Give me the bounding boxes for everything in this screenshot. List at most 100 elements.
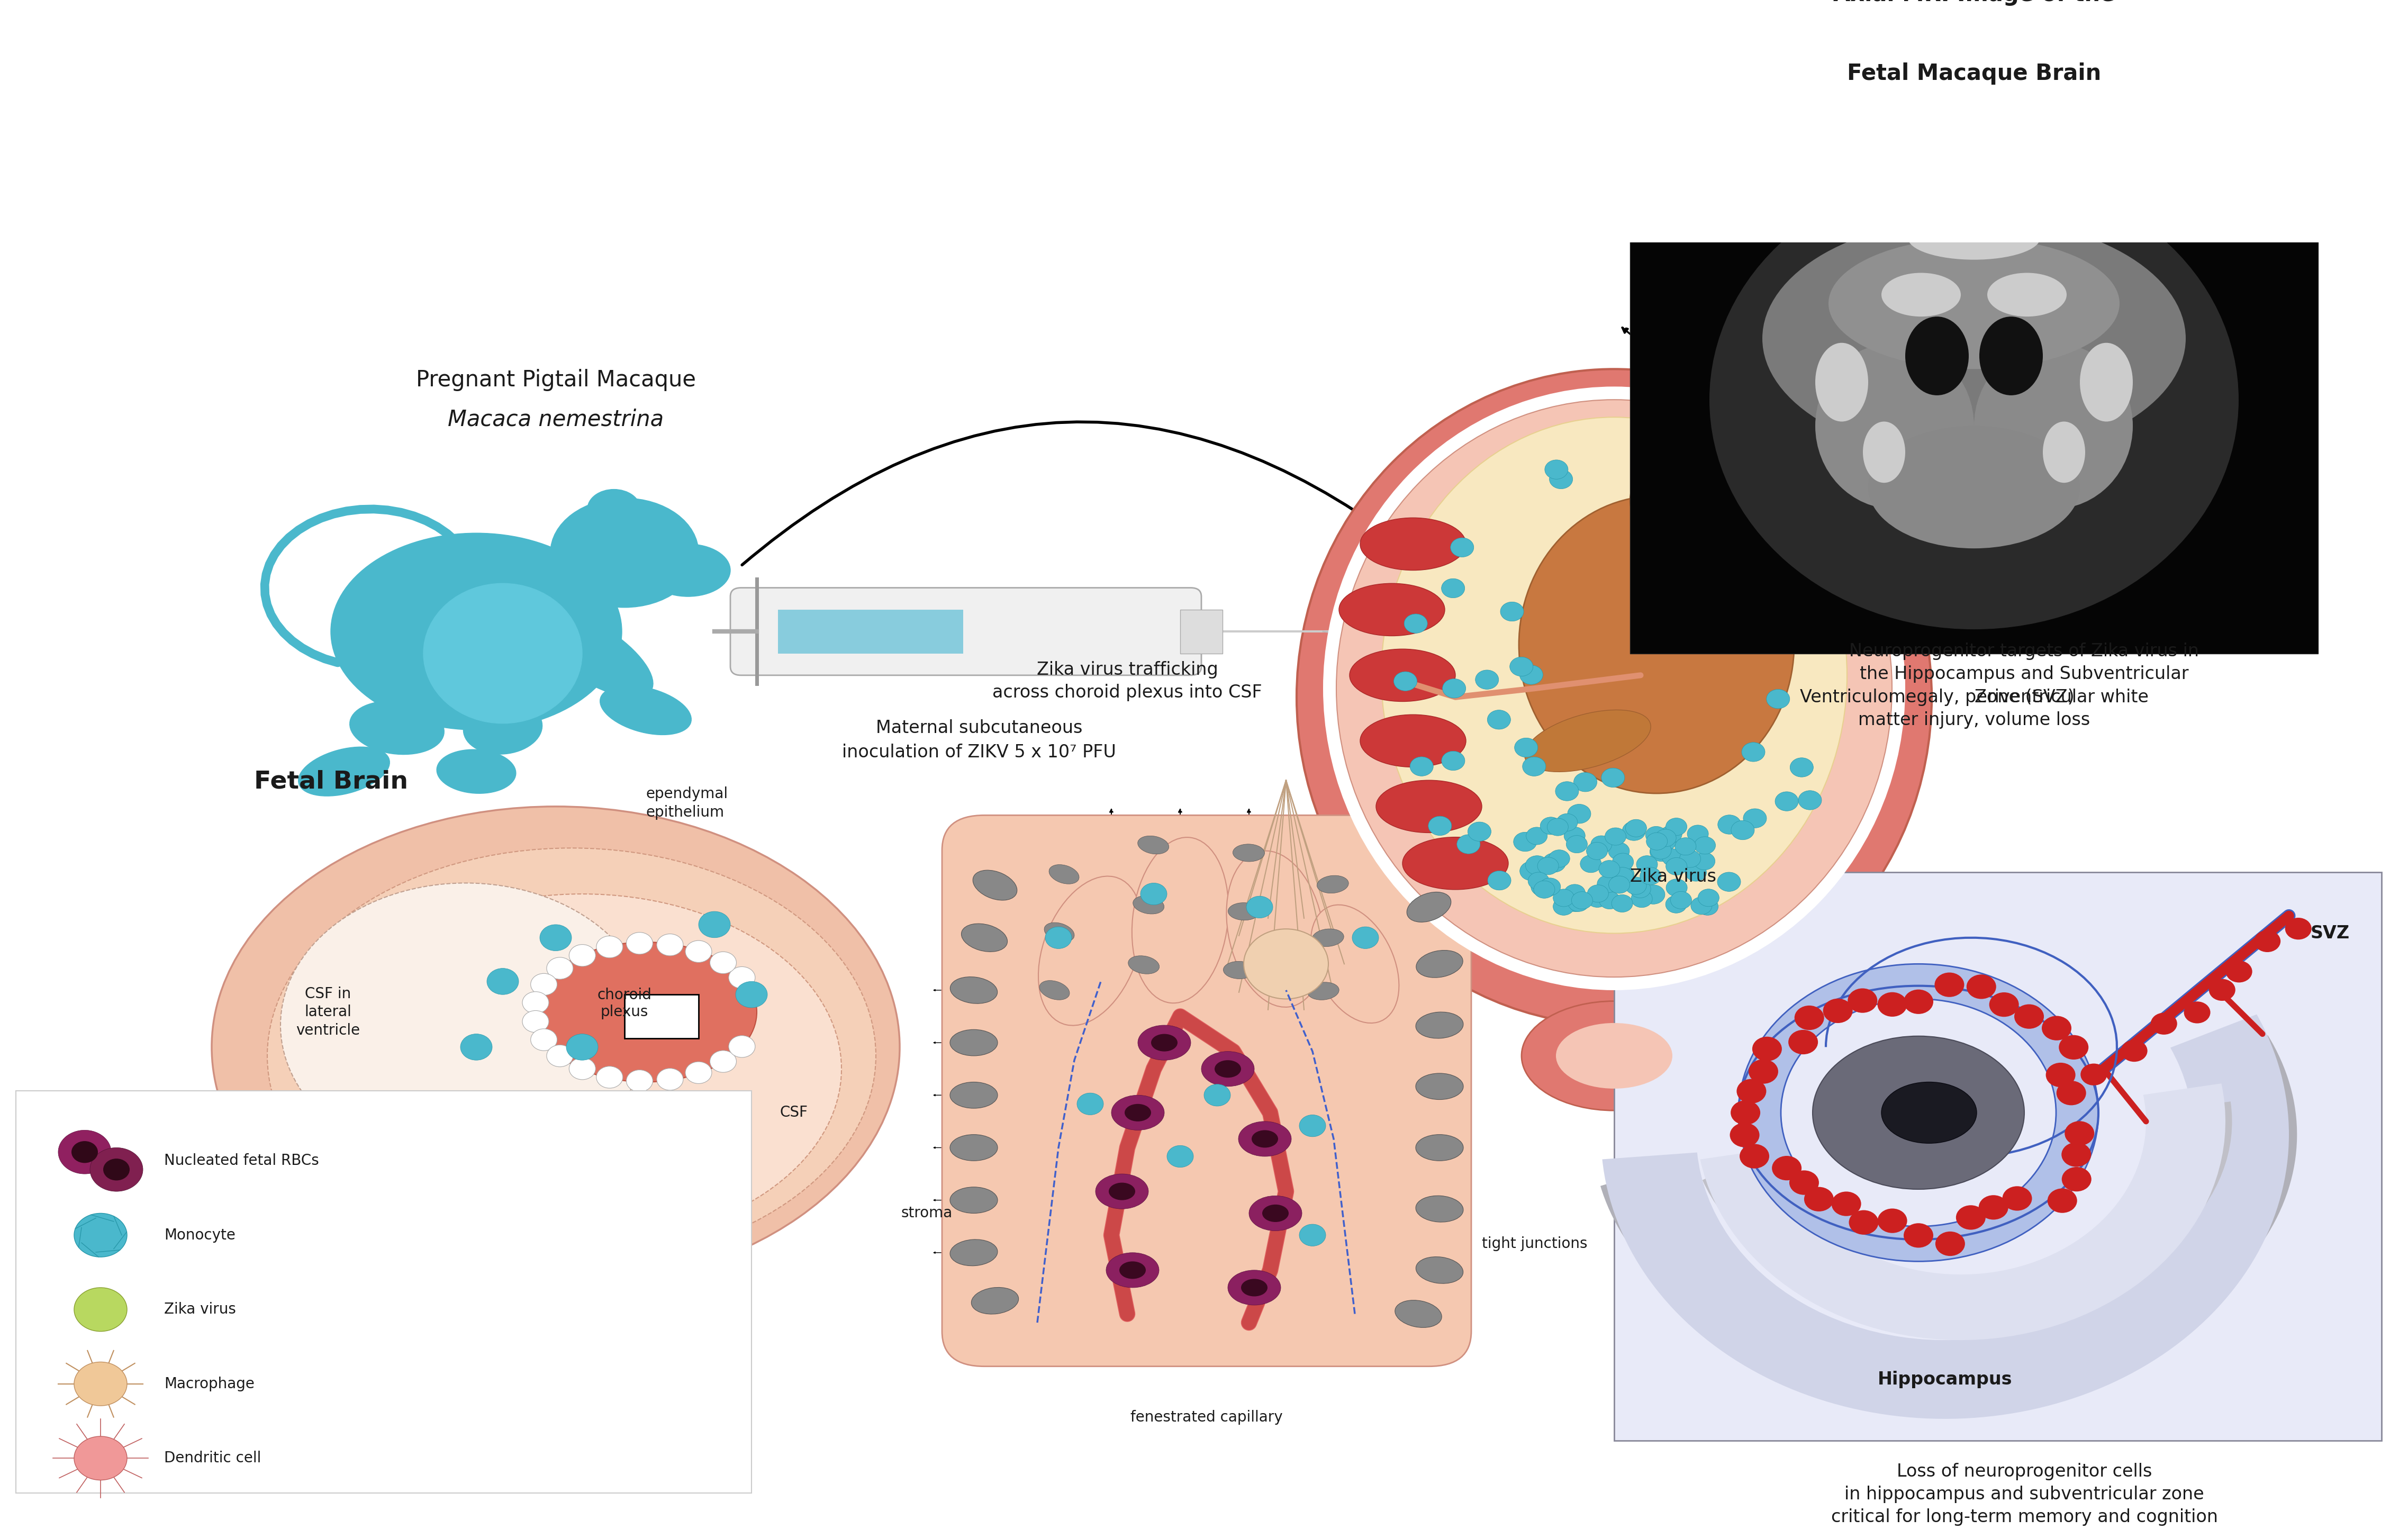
Circle shape <box>1934 972 1965 997</box>
Circle shape <box>1076 1093 1103 1115</box>
Ellipse shape <box>1864 422 1905 483</box>
FancyBboxPatch shape <box>1630 112 2319 128</box>
Circle shape <box>1442 751 1464 771</box>
Circle shape <box>734 982 768 1008</box>
Ellipse shape <box>1038 876 1141 1026</box>
Text: Macaca nemestrina: Macaca nemestrina <box>448 408 665 430</box>
Ellipse shape <box>349 700 443 754</box>
Circle shape <box>1647 827 1671 847</box>
Circle shape <box>1849 1209 1878 1234</box>
Circle shape <box>1989 992 2018 1017</box>
Circle shape <box>486 968 518 994</box>
Ellipse shape <box>323 894 840 1245</box>
Circle shape <box>1515 739 1539 757</box>
Ellipse shape <box>212 806 901 1287</box>
Circle shape <box>1666 818 1688 835</box>
Circle shape <box>1565 894 1587 911</box>
Ellipse shape <box>1151 1034 1178 1052</box>
Ellipse shape <box>951 977 997 1003</box>
Circle shape <box>648 1177 667 1194</box>
Ellipse shape <box>1339 584 1445 636</box>
Circle shape <box>1531 878 1553 896</box>
Ellipse shape <box>1096 1174 1149 1209</box>
Circle shape <box>2042 1015 2071 1040</box>
Circle shape <box>1671 891 1693 908</box>
Circle shape <box>1519 861 1544 881</box>
Text: Monocyte: Monocyte <box>164 1228 236 1243</box>
Circle shape <box>89 1148 142 1191</box>
Circle shape <box>1536 858 1558 875</box>
Ellipse shape <box>1869 427 2081 549</box>
Ellipse shape <box>1040 980 1069 1000</box>
Ellipse shape <box>1308 982 1339 1000</box>
Ellipse shape <box>1816 342 1975 509</box>
Ellipse shape <box>588 489 641 529</box>
Circle shape <box>1753 1037 1782 1061</box>
Circle shape <box>727 1162 744 1177</box>
Circle shape <box>1625 878 1647 894</box>
Ellipse shape <box>1233 844 1264 862</box>
Ellipse shape <box>1522 1001 1707 1110</box>
Ellipse shape <box>299 746 390 797</box>
Ellipse shape <box>436 749 515 794</box>
Circle shape <box>718 1173 737 1190</box>
Ellipse shape <box>1630 439 1789 561</box>
Circle shape <box>1563 827 1584 844</box>
Circle shape <box>1804 1187 1835 1211</box>
Circle shape <box>1546 818 1568 836</box>
Circle shape <box>718 1150 737 1165</box>
Circle shape <box>1548 850 1570 867</box>
Ellipse shape <box>1416 1012 1464 1038</box>
Circle shape <box>539 925 571 951</box>
Circle shape <box>1572 891 1592 910</box>
Ellipse shape <box>1262 1205 1288 1222</box>
Circle shape <box>1613 853 1633 870</box>
Ellipse shape <box>1416 1257 1464 1283</box>
Ellipse shape <box>1348 648 1454 702</box>
Circle shape <box>698 911 730 937</box>
Circle shape <box>2056 1081 2085 1105</box>
Ellipse shape <box>1252 1130 1279 1148</box>
Circle shape <box>1936 1231 1965 1255</box>
Circle shape <box>698 1182 718 1197</box>
Circle shape <box>1510 657 1534 676</box>
Circle shape <box>1967 974 1996 998</box>
Circle shape <box>1597 875 1618 893</box>
FancyBboxPatch shape <box>624 994 698 1038</box>
Circle shape <box>686 940 713 962</box>
Circle shape <box>1717 815 1741 835</box>
Circle shape <box>75 1362 128 1405</box>
Circle shape <box>1522 757 1546 777</box>
Ellipse shape <box>1975 342 2133 509</box>
Circle shape <box>1300 1115 1327 1136</box>
Circle shape <box>1601 768 1625 787</box>
Circle shape <box>1775 792 1799 810</box>
Ellipse shape <box>1710 170 2239 630</box>
Ellipse shape <box>1228 902 1259 920</box>
Circle shape <box>1599 891 1621 910</box>
Ellipse shape <box>1132 838 1228 1003</box>
Ellipse shape <box>1312 928 1344 946</box>
Ellipse shape <box>1828 239 2119 368</box>
Circle shape <box>547 957 573 979</box>
Circle shape <box>2254 930 2280 953</box>
Text: Zika virus: Zika virus <box>1630 868 1717 885</box>
Ellipse shape <box>1519 495 1794 794</box>
Circle shape <box>2064 1121 2095 1145</box>
Circle shape <box>672 1183 691 1199</box>
Circle shape <box>1442 578 1464 598</box>
Circle shape <box>1772 1156 1801 1180</box>
Ellipse shape <box>1238 1121 1291 1156</box>
Circle shape <box>2061 1142 2090 1167</box>
Circle shape <box>1592 836 1611 853</box>
Circle shape <box>1979 1196 2008 1220</box>
Circle shape <box>1536 879 1558 898</box>
Circle shape <box>1565 884 1584 902</box>
Ellipse shape <box>551 498 698 607</box>
Circle shape <box>1878 992 1907 1017</box>
Circle shape <box>566 1034 597 1060</box>
Circle shape <box>686 1061 713 1084</box>
Circle shape <box>1529 872 1548 890</box>
Circle shape <box>1748 1060 1777 1084</box>
Circle shape <box>657 934 684 956</box>
